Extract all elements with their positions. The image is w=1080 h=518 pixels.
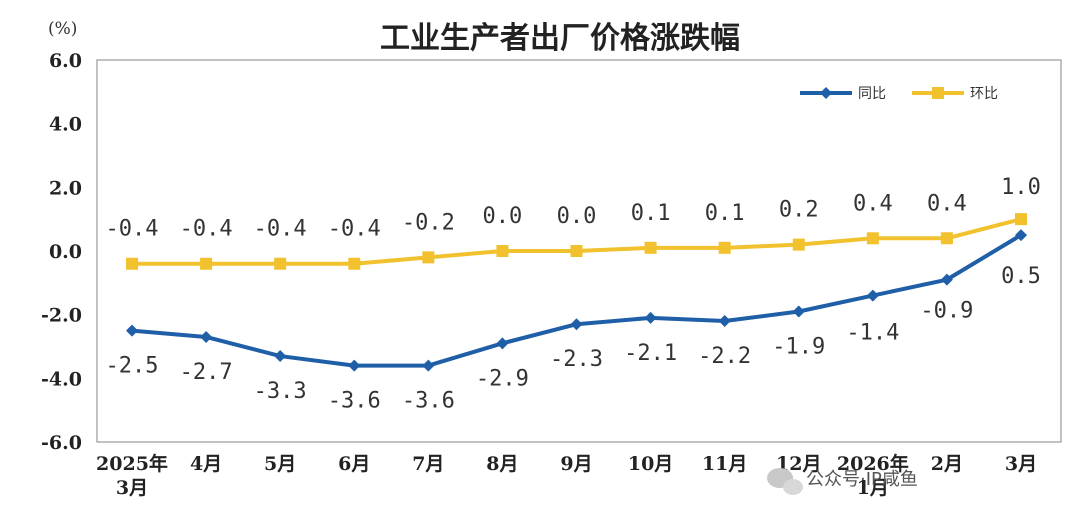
data-point bbox=[1015, 229, 1027, 242]
series-layer: -2.5 -2.7 -3.3 -3.6 -3.6 -2.9 -2.3 -2.1 -2.2 -1.9… bbox=[106, 175, 1041, 413]
data-point bbox=[200, 257, 213, 270]
legend-label: 同比 bbox=[858, 86, 886, 102]
y-tick-label: -4.0 bbox=[41, 368, 82, 390]
data-point bbox=[126, 257, 138, 270]
data-point bbox=[496, 245, 509, 257]
data-label: 0.0 bbox=[483, 204, 523, 229]
x-tick-label: 6月 bbox=[338, 453, 370, 475]
data-point bbox=[718, 241, 731, 254]
data-point bbox=[940, 232, 953, 245]
chart-title: 工业生产者出厂价格涨跌幅 bbox=[380, 21, 740, 56]
x-tick-label: 7月 bbox=[412, 453, 444, 475]
data-label: -1.9 bbox=[772, 334, 825, 359]
data-point bbox=[570, 245, 583, 257]
data-point bbox=[718, 315, 731, 328]
data-label: -2.7 bbox=[180, 360, 233, 385]
x-tick-label: 3月 bbox=[1005, 453, 1037, 475]
x-tick-label: 8月 bbox=[486, 453, 518, 475]
y-axis: 6.0 4.0 2.0 0.0 -2.0 -4.0 -6.0 bbox=[41, 50, 82, 454]
data-label: -2.2 bbox=[698, 344, 751, 369]
plot-frame bbox=[96, 59, 1062, 443]
x-tick-label: 2月 bbox=[931, 453, 963, 475]
x-tick-label: 12月 bbox=[776, 453, 821, 475]
data-label: -1.4 bbox=[846, 321, 899, 346]
series-mom: -0.4 -0.4 -0.4 -0.4 -0.2 0.0 0.0 0.1 0.1 0.2 0.4 0.… bbox=[106, 175, 1041, 270]
data-point bbox=[792, 305, 805, 318]
data-point bbox=[274, 350, 287, 363]
data-label: 1.0 bbox=[1001, 175, 1041, 200]
x-tick-label: 4月 bbox=[190, 453, 222, 475]
y-tick-label: -6.0 bbox=[41, 432, 82, 454]
data-label: 0.4 bbox=[927, 191, 967, 216]
data-label: -0.4 bbox=[328, 217, 381, 242]
data-label: 0.4 bbox=[853, 191, 893, 216]
data-label: -3.6 bbox=[328, 389, 381, 414]
data-point bbox=[1015, 213, 1027, 226]
legend-marker bbox=[820, 87, 832, 99]
x-tick-label: 10月 bbox=[628, 453, 673, 475]
data-point bbox=[200, 330, 213, 343]
y-axis-unit: (%) bbox=[48, 19, 77, 39]
data-point bbox=[644, 241, 657, 254]
data-label: -2.9 bbox=[476, 366, 529, 391]
data-label: -0.4 bbox=[180, 217, 233, 242]
data-point bbox=[348, 359, 361, 372]
y-tick-label: 2.0 bbox=[49, 177, 82, 199]
data-point bbox=[422, 359, 435, 372]
data-point bbox=[126, 324, 138, 337]
data-label: -3.6 bbox=[402, 389, 455, 414]
data-label: 0.1 bbox=[705, 201, 745, 226]
data-point bbox=[866, 289, 879, 302]
data-label: -0.4 bbox=[254, 217, 307, 242]
x-tick-label: 5月 bbox=[264, 453, 296, 475]
x-tick-label: 11月 bbox=[702, 453, 747, 475]
data-point bbox=[940, 273, 953, 286]
data-label: 0.5 bbox=[1001, 264, 1041, 289]
watermark-text: 公众号·IP咸鱼 bbox=[806, 469, 918, 490]
y-tick-label: 4.0 bbox=[49, 114, 82, 136]
data-label: -2.3 bbox=[550, 347, 603, 372]
x-tick-label: 9月 bbox=[560, 453, 592, 475]
legend-marker bbox=[932, 87, 944, 99]
watermark: 公众号·IP咸鱼 bbox=[767, 468, 918, 495]
x-axis: 2025年 3月 4月 5月 6月 7月 8月 9月 10月 11月 12月 2026年 1月 2月 3月 bbox=[96, 452, 1037, 499]
y-tick-label: 6.0 bbox=[49, 50, 82, 72]
data-label: -0.9 bbox=[920, 299, 973, 324]
wechat-icon bbox=[767, 468, 803, 495]
y-tick-label: -2.0 bbox=[41, 305, 82, 327]
data-label: 0.0 bbox=[557, 204, 597, 229]
data-point bbox=[348, 257, 361, 270]
data-point bbox=[570, 318, 583, 331]
legend: 同比 环比 bbox=[800, 86, 998, 102]
data-label: -2.1 bbox=[624, 341, 677, 366]
data-label: 0.1 bbox=[631, 201, 671, 226]
data-label: -2.5 bbox=[106, 354, 159, 379]
data-point bbox=[792, 238, 805, 251]
data-label: -0.4 bbox=[106, 217, 159, 242]
data-label: -3.3 bbox=[254, 379, 307, 404]
data-label: 0.2 bbox=[779, 198, 819, 223]
x-tick-label: 2025年 3月 bbox=[96, 452, 168, 499]
data-point bbox=[866, 232, 879, 245]
x-tick-label: 2026年 1月 bbox=[837, 452, 909, 499]
data-point bbox=[422, 251, 435, 264]
y-tick-label: 0.0 bbox=[49, 241, 82, 263]
legend-label: 环比 bbox=[970, 86, 998, 102]
data-label: -0.2 bbox=[402, 210, 455, 235]
data-point bbox=[644, 311, 657, 324]
data-point bbox=[274, 257, 287, 270]
series-yoy: -2.5 -2.7 -3.3 -3.6 -3.6 -2.9 -2.3 -2.1 -2.2 -1.9… bbox=[106, 229, 1041, 414]
data-point bbox=[496, 337, 509, 350]
